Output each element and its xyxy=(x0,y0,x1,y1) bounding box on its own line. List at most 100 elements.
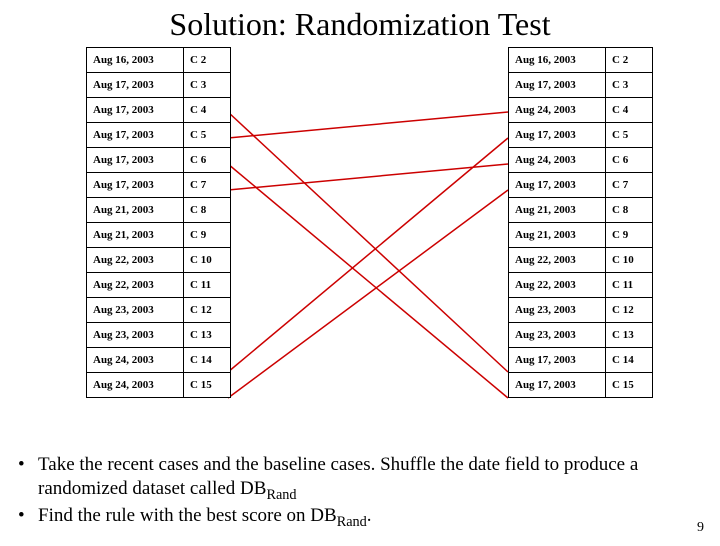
code-cell: C 11 xyxy=(606,273,653,298)
table-row: Aug 17, 2003C 4 xyxy=(87,98,231,123)
code-cell: C 10 xyxy=(184,248,231,273)
date-cell: Aug 24, 2003 xyxy=(87,373,184,398)
date-cell: Aug 17, 2003 xyxy=(87,98,184,123)
bullet-item: •Find the rule with the best score on DB… xyxy=(18,504,702,532)
diagram-area: Aug 16, 2003C 2Aug 17, 2003C 3Aug 17, 20… xyxy=(0,47,720,427)
date-cell: Aug 17, 2003 xyxy=(87,173,184,198)
table-row: Aug 17, 2003C 14 xyxy=(509,348,653,373)
code-cell: C 12 xyxy=(606,298,653,323)
table-row: Aug 21, 2003C 9 xyxy=(509,223,653,248)
date-cell: Aug 24, 2003 xyxy=(509,98,606,123)
table-row: Aug 17, 2003C 7 xyxy=(509,173,653,198)
table-row: Aug 22, 2003C 10 xyxy=(509,248,653,273)
bullet-marker: • xyxy=(18,504,38,532)
code-cell: C 15 xyxy=(606,373,653,398)
connection-line xyxy=(228,138,508,372)
date-cell: Aug 17, 2003 xyxy=(509,73,606,98)
code-cell: C 14 xyxy=(606,348,653,373)
table-row: Aug 17, 2003C 3 xyxy=(87,73,231,98)
date-cell: Aug 24, 2003 xyxy=(509,148,606,173)
connection-line xyxy=(228,112,508,138)
table-row: Aug 17, 2003C 7 xyxy=(87,173,231,198)
code-cell: C 9 xyxy=(606,223,653,248)
date-cell: Aug 23, 2003 xyxy=(509,298,606,323)
date-cell: Aug 21, 2003 xyxy=(87,223,184,248)
code-cell: C 12 xyxy=(184,298,231,323)
date-cell: Aug 23, 2003 xyxy=(87,323,184,348)
table-row: Aug 17, 2003C 15 xyxy=(509,373,653,398)
date-cell: Aug 21, 2003 xyxy=(509,223,606,248)
date-cell: Aug 16, 2003 xyxy=(87,48,184,73)
table-row: Aug 24, 2003C 14 xyxy=(87,348,231,373)
connection-line xyxy=(228,190,508,398)
code-cell: C 9 xyxy=(184,223,231,248)
code-cell: C 15 xyxy=(184,373,231,398)
code-cell: C 14 xyxy=(184,348,231,373)
date-cell: Aug 22, 2003 xyxy=(87,248,184,273)
table-row: Aug 21, 2003C 8 xyxy=(87,198,231,223)
table-row: Aug 16, 2003C 2 xyxy=(87,48,231,73)
code-cell: C 6 xyxy=(184,148,231,173)
table-row: Aug 24, 2003C 15 xyxy=(87,373,231,398)
table-row: Aug 23, 2003C 13 xyxy=(509,323,653,348)
table-row: Aug 17, 2003C 5 xyxy=(87,123,231,148)
page-number: 9 xyxy=(697,520,704,536)
table-row: Aug 24, 2003C 4 xyxy=(509,98,653,123)
date-cell: Aug 23, 2003 xyxy=(509,323,606,348)
table-row: Aug 21, 2003C 9 xyxy=(87,223,231,248)
date-cell: Aug 17, 2003 xyxy=(87,123,184,148)
date-cell: Aug 17, 2003 xyxy=(509,123,606,148)
table-row: Aug 22, 2003C 11 xyxy=(87,273,231,298)
table-row: Aug 21, 2003C 8 xyxy=(509,198,653,223)
code-cell: C 3 xyxy=(606,73,653,98)
table-row: Aug 23, 2003C 13 xyxy=(87,323,231,348)
date-cell: Aug 22, 2003 xyxy=(509,273,606,298)
code-cell: C 7 xyxy=(184,173,231,198)
date-cell: Aug 24, 2003 xyxy=(87,348,184,373)
date-cell: Aug 21, 2003 xyxy=(87,198,184,223)
date-cell: Aug 17, 2003 xyxy=(509,348,606,373)
code-cell: C 5 xyxy=(606,123,653,148)
date-cell: Aug 16, 2003 xyxy=(509,48,606,73)
page-title: Solution: Randomization Test xyxy=(0,6,720,43)
code-cell: C 4 xyxy=(606,98,653,123)
bullet-text: Take the recent cases and the baseline c… xyxy=(38,453,702,504)
date-cell: Aug 17, 2003 xyxy=(87,73,184,98)
right-table: Aug 16, 2003C 2Aug 17, 2003C 3Aug 24, 20… xyxy=(508,47,653,398)
code-cell: C 7 xyxy=(606,173,653,198)
table-row: Aug 17, 2003C 3 xyxy=(509,73,653,98)
code-cell: C 8 xyxy=(606,198,653,223)
date-cell: Aug 17, 2003 xyxy=(509,373,606,398)
code-cell: C 5 xyxy=(184,123,231,148)
code-cell: C 2 xyxy=(606,48,653,73)
code-cell: C 3 xyxy=(184,73,231,98)
date-cell: Aug 17, 2003 xyxy=(87,148,184,173)
code-cell: C 8 xyxy=(184,198,231,223)
connection-line xyxy=(228,164,508,398)
bullet-text: Find the rule with the best score on DBR… xyxy=(38,504,702,532)
code-cell: C 13 xyxy=(606,323,653,348)
subscript: Rand xyxy=(337,514,367,530)
table-row: Aug 17, 2003C 6 xyxy=(87,148,231,173)
table-row: Aug 24, 2003C 6 xyxy=(509,148,653,173)
code-cell: C 4 xyxy=(184,98,231,123)
table-row: Aug 16, 2003C 2 xyxy=(509,48,653,73)
date-cell: Aug 22, 2003 xyxy=(87,273,184,298)
date-cell: Aug 23, 2003 xyxy=(87,298,184,323)
bullet-item: •Take the recent cases and the baseline … xyxy=(18,453,702,504)
code-cell: C 13 xyxy=(184,323,231,348)
code-cell: C 11 xyxy=(184,273,231,298)
connection-line xyxy=(228,164,508,190)
bullet-list: •Take the recent cases and the baseline … xyxy=(18,453,702,532)
table-row: Aug 23, 2003C 12 xyxy=(509,298,653,323)
table-row: Aug 17, 2003C 5 xyxy=(509,123,653,148)
left-table: Aug 16, 2003C 2Aug 17, 2003C 3Aug 17, 20… xyxy=(86,47,231,398)
table-row: Aug 22, 2003C 10 xyxy=(87,248,231,273)
date-cell: Aug 21, 2003 xyxy=(509,198,606,223)
bullet-marker: • xyxy=(18,453,38,504)
connection-line xyxy=(228,112,508,372)
table-row: Aug 22, 2003C 11 xyxy=(509,273,653,298)
subscript: Rand xyxy=(266,487,296,503)
code-cell: C 6 xyxy=(606,148,653,173)
code-cell: C 10 xyxy=(606,248,653,273)
